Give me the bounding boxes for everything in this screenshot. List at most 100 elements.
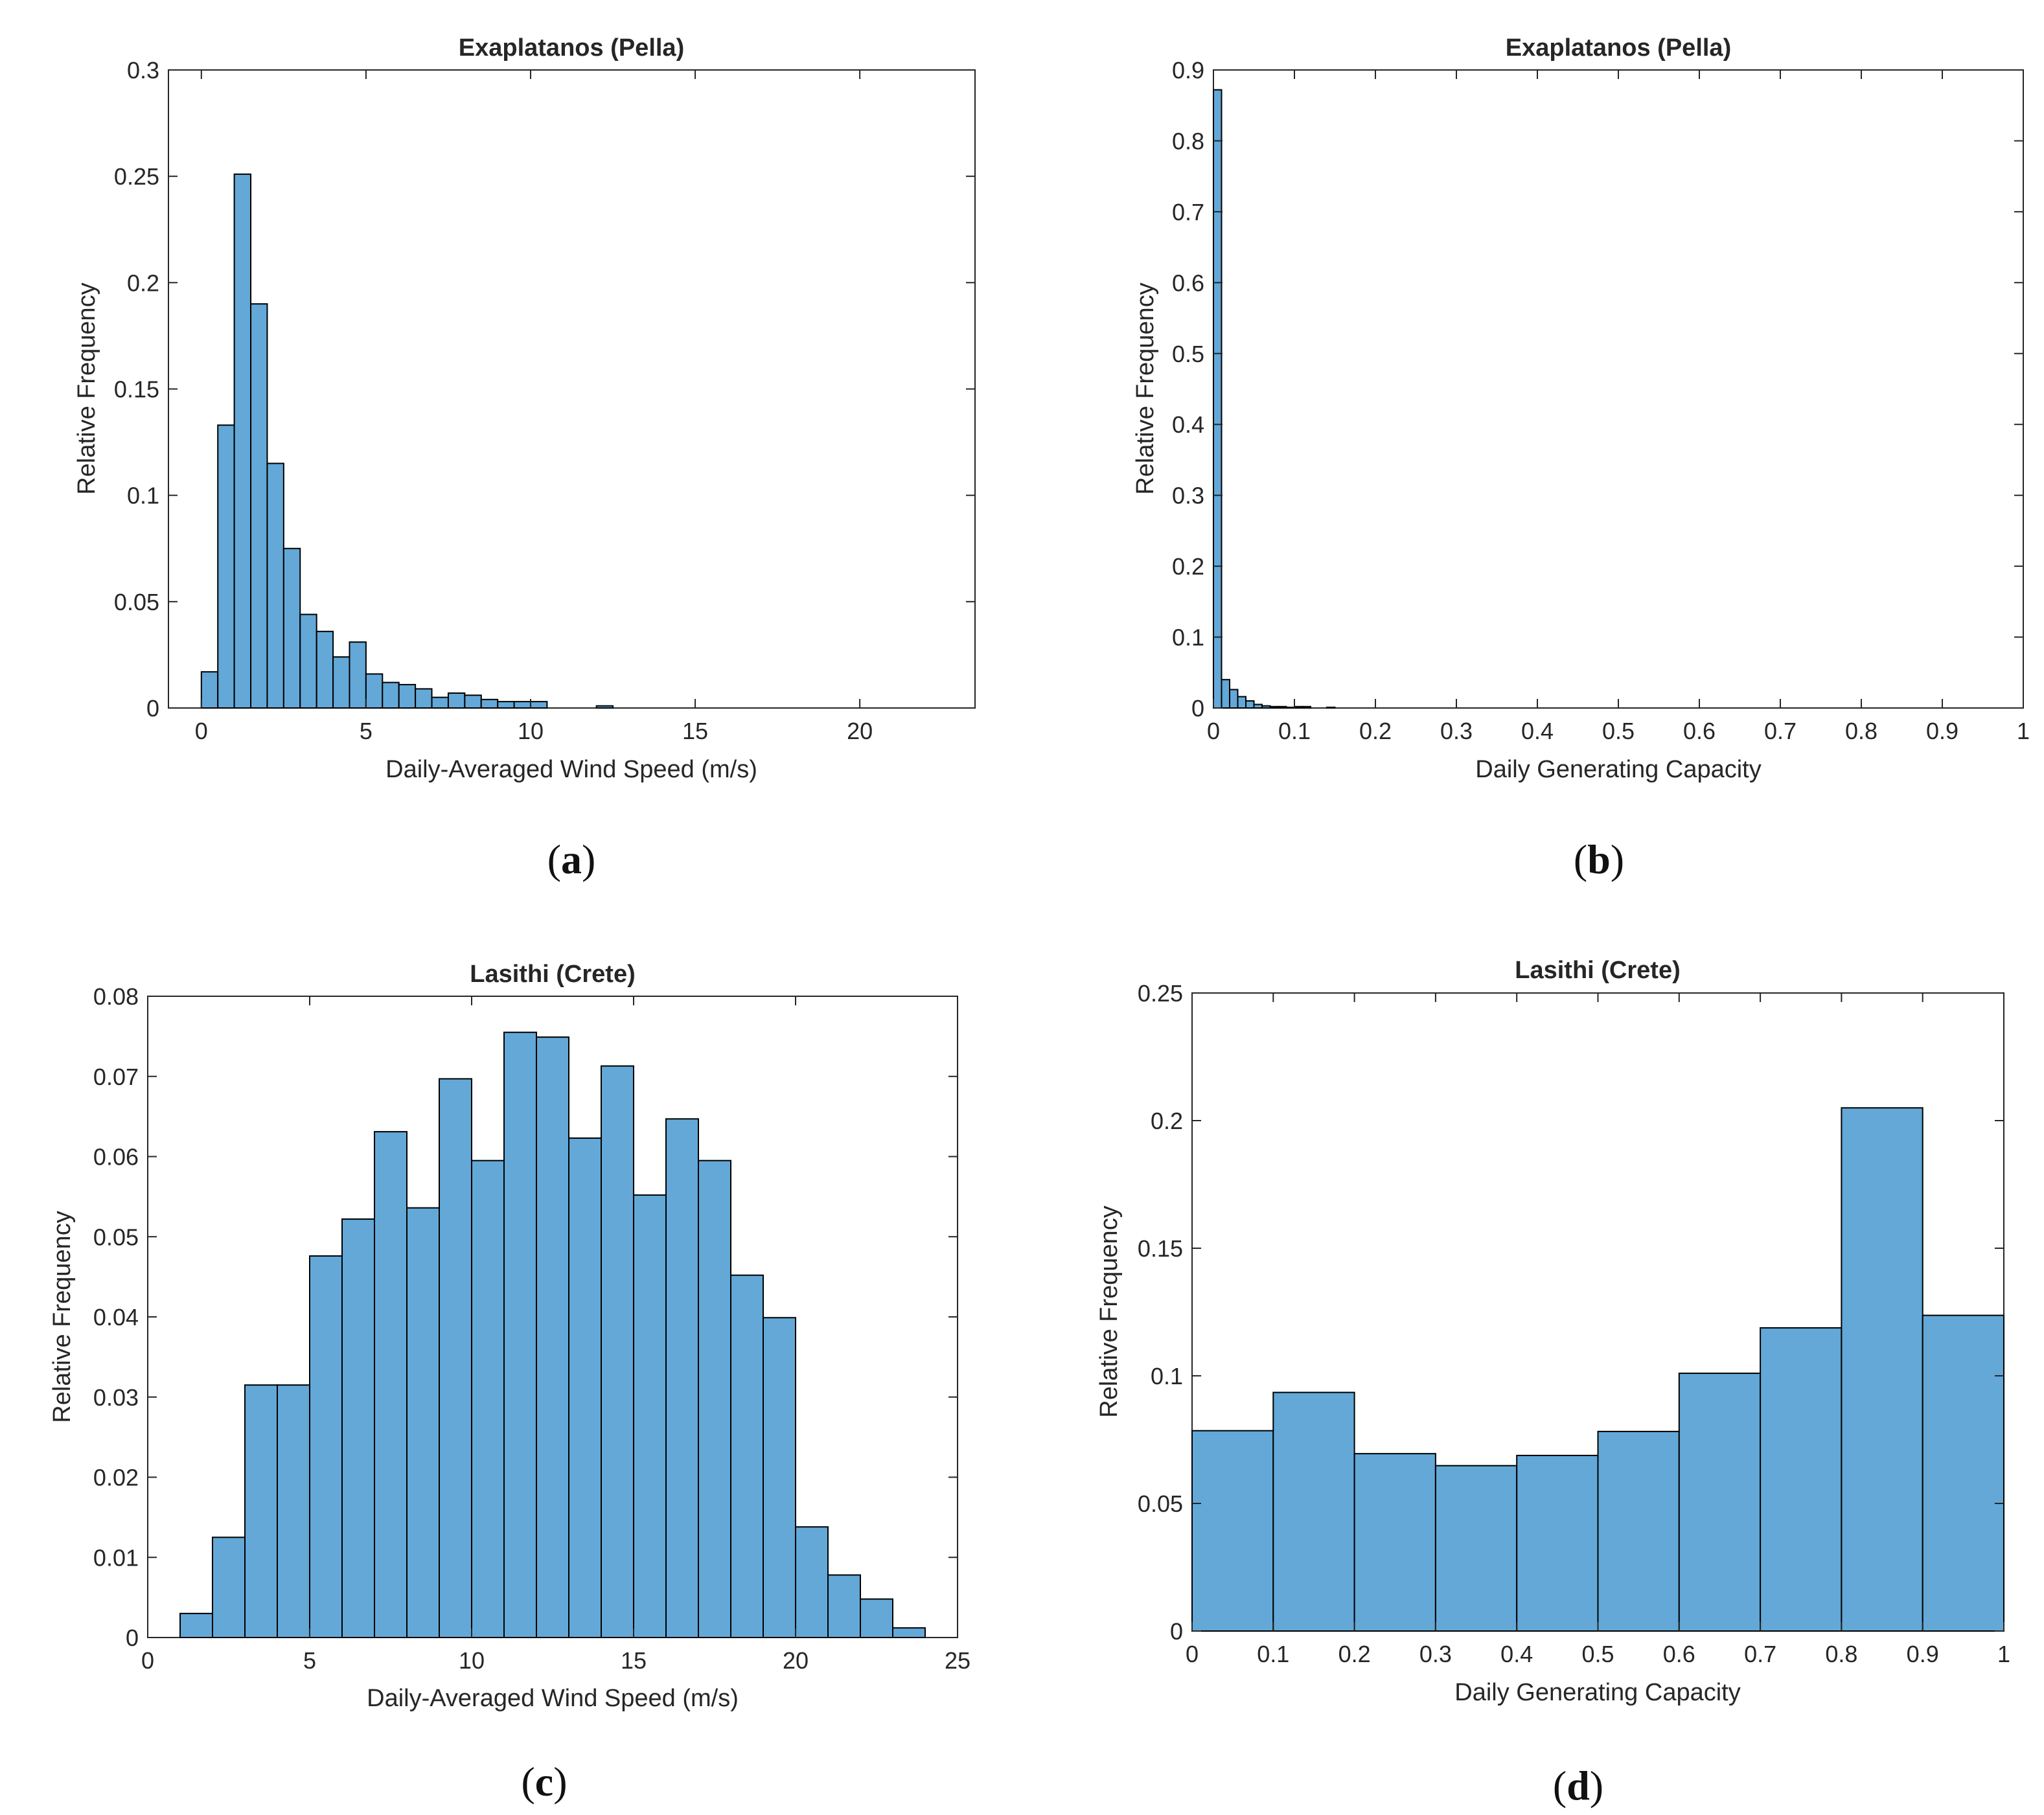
caption-b: (b)	[1574, 836, 1624, 882]
bar-d-4	[1516, 1454, 1599, 1632]
y-tick-label-b-1: 0.1	[1172, 624, 1204, 651]
bar-c-14	[633, 1194, 667, 1638]
bar-a-14	[431, 696, 449, 709]
y-tick-label-d-4: 0.2	[1151, 1108, 1183, 1134]
x-tick-label-b-10: 1	[2017, 718, 2030, 744]
x-tick-label-d-1: 0.1	[1257, 1641, 1289, 1667]
bar-c-15	[665, 1118, 699, 1638]
bar-a-9	[349, 641, 367, 709]
bar-a-18	[497, 701, 515, 709]
caption-c: (c)	[521, 1759, 567, 1805]
x-tick-label-d-9: 0.9	[1907, 1641, 1939, 1667]
bar-a-4	[266, 462, 284, 709]
bars-c	[179, 1031, 926, 1639]
y-tick-label-b-4: 0.4	[1172, 411, 1204, 438]
bar-c-5	[341, 1218, 375, 1638]
y-tick-label-b-9: 0.9	[1172, 57, 1204, 84]
bar-c-1	[212, 1536, 246, 1638]
y-tick-label-c-8: 0.08	[93, 983, 139, 1010]
bar-c-4	[309, 1255, 343, 1638]
y-tick-label-d-2: 0.1	[1151, 1363, 1183, 1389]
bars-d	[1191, 1107, 2004, 1632]
y-tick-label-a-0: 0	[146, 695, 159, 722]
x-tick-label-d-4: 0.4	[1500, 1641, 1533, 1667]
y-tick-label-b-3: 0.3	[1172, 483, 1204, 509]
bar-c-2	[244, 1384, 278, 1638]
y-tick-label-a-2: 0.1	[127, 483, 159, 509]
y-tick-label-d-5: 0.25	[1138, 980, 1183, 1007]
bar-b-11	[1302, 705, 1311, 709]
bar-b-2	[1229, 689, 1239, 709]
y-tick-label-a-6: 0.3	[127, 57, 159, 84]
chart-title-c: Lasithi (Crete)	[470, 961, 635, 988]
bar-c-20	[827, 1574, 861, 1639]
histogram-panel-d: 0 0.1 0.2 0.3 0.4 0.5 0.6 0.7 0.8 0.9 1 0 0.05 0.1 0.1…	[1096, 957, 2010, 1809]
y-tick-label-c-6: 0.06	[93, 1144, 139, 1170]
bar-b-3	[1237, 696, 1246, 709]
bars-a	[200, 173, 614, 709]
bar-b-9	[1285, 706, 1295, 709]
y-tick-label-b-0: 0	[1191, 695, 1204, 722]
y-tick-label-c-7: 0.07	[93, 1064, 139, 1090]
x-tick-label-b-7: 0.7	[1764, 718, 1797, 744]
ticks-b: 0 0.1 0.2 0.3 0.4 0.5 0.6 0.7 0.8 0.9 1 0 0.1 0.2 0.3 0…	[1172, 57, 2030, 744]
x-tick-label-d-2: 0.2	[1338, 1641, 1371, 1667]
y-axis-label-b: Relative Frequency	[1132, 282, 1159, 494]
histogram-panel-b: 0 0.1 0.2 0.3 0.4 0.5 0.6 0.7 0.8 0.9 1 0 0.1 0.2 0.3 0…	[1132, 34, 2030, 882]
caption-a: (a)	[547, 836, 596, 882]
x-tick-label-b-1: 0.1	[1278, 718, 1311, 744]
x-tick-label-b-2: 0.2	[1359, 718, 1392, 744]
bar-b-14	[1326, 706, 1336, 709]
x-tick-label-d-7: 0.7	[1744, 1641, 1776, 1667]
bar-c-8	[439, 1078, 472, 1638]
x-tick-label-a-4: 20	[847, 718, 873, 744]
bar-c-0	[179, 1612, 213, 1638]
bar-a-7	[316, 630, 334, 709]
bar-d-0	[1191, 1430, 1274, 1632]
bar-a-13	[415, 688, 433, 709]
bar-c-7	[406, 1207, 440, 1638]
x-tick-label-c-5: 25	[945, 1647, 970, 1674]
bar-d-2	[1353, 1453, 1436, 1632]
bar-c-19	[795, 1526, 829, 1639]
x-tick-label-c-2: 10	[459, 1647, 485, 1674]
bar-c-11	[536, 1036, 569, 1639]
bar-a-5	[282, 547, 301, 709]
histogram-panel-c: 0 5 10 15 20 25 0 0.01 0.02 0.03 0.04 0.05 0.06 0.07 0…	[49, 961, 970, 1805]
histogram-panel-a: 0 5 10 15 20 0 0.05 0.1 0.15 0.2 0.25 0.3 Exaplatan…	[73, 34, 976, 882]
x-tick-label-b-0: 0	[1207, 718, 1220, 744]
bar-c-3	[277, 1384, 310, 1638]
y-axis-label-a: Relative Frequency	[73, 282, 100, 494]
bar-d-6	[1678, 1373, 1762, 1632]
x-tick-label-a-1: 5	[360, 718, 373, 744]
y-tick-label-c-1: 0.01	[93, 1544, 139, 1571]
y-tick-label-b-8: 0.8	[1172, 128, 1204, 154]
y-tick-label-a-4: 0.2	[127, 269, 159, 296]
caption-d: (d)	[1553, 1763, 1603, 1809]
bar-b-7	[1269, 705, 1279, 709]
x-tick-label-d-0: 0	[1186, 1641, 1199, 1667]
x-tick-label-b-4: 0.4	[1521, 718, 1554, 744]
chart-title-d: Lasithi (Crete)	[1515, 957, 1680, 984]
y-tick-label-d-3: 0.15	[1138, 1235, 1183, 1262]
y-tick-label-d-1: 0.05	[1138, 1490, 1183, 1517]
bar-a-19	[513, 701, 531, 709]
bar-a-10	[365, 673, 384, 709]
bar-c-12	[568, 1137, 602, 1638]
ticks-c: 0 5 10 15 20 25 0 0.01 0.02 0.03 0.04 0.05 0.06 0.07 0…	[93, 983, 970, 1674]
bar-d-1	[1272, 1391, 1355, 1632]
bar-b-6	[1261, 705, 1271, 709]
x-tick-label-d-10: 1	[1997, 1641, 2010, 1667]
x-tick-label-d-3: 0.3	[1419, 1641, 1452, 1667]
x-tick-label-a-0: 0	[195, 718, 208, 744]
x-tick-label-b-8: 0.8	[1845, 718, 1877, 744]
y-tick-label-c-4: 0.04	[93, 1304, 139, 1330]
bar-a-15	[447, 692, 466, 709]
y-tick-label-c-2: 0.02	[93, 1465, 139, 1491]
bar-c-6	[374, 1131, 408, 1638]
ticks-a: 0 5 10 15 20 0 0.05 0.1 0.15 0.2 0.25 0.3	[114, 57, 975, 744]
x-tick-label-a-3: 15	[682, 718, 708, 744]
x-tick-label-a-2: 10	[518, 718, 544, 744]
y-tick-label-b-5: 0.5	[1172, 341, 1204, 367]
bar-c-17	[730, 1274, 764, 1638]
